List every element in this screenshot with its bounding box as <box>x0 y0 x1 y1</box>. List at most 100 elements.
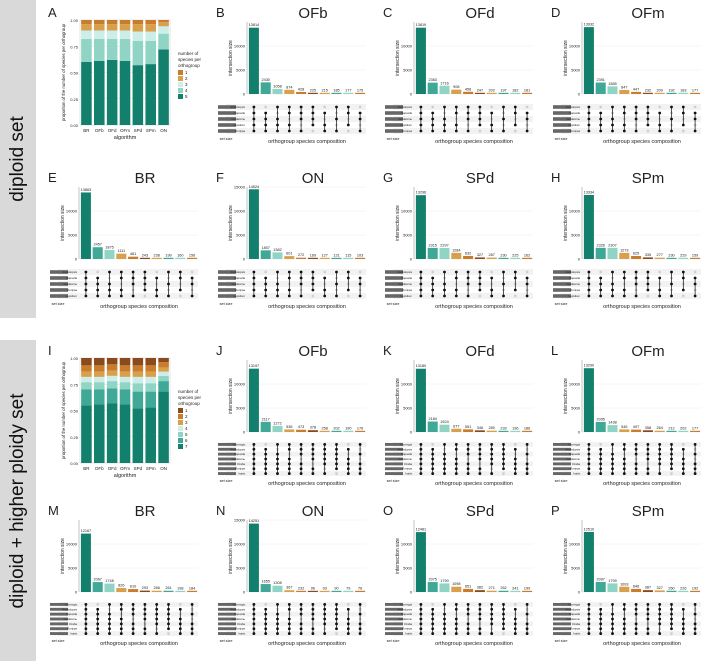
bar-value-label: 176 <box>357 426 363 430</box>
intersection-bar <box>307 92 318 94</box>
set-size-bar <box>553 288 571 292</box>
set-name-label: Cardamine <box>398 117 412 121</box>
set-size-label: set size <box>387 479 400 483</box>
set-size-bar <box>218 294 236 298</box>
bar-value-label: 230 <box>500 253 506 257</box>
set-size-bar <box>553 270 571 274</box>
intersection-bar <box>284 256 295 259</box>
matrix-dot <box>178 607 182 611</box>
panel-letter: B <box>216 5 225 20</box>
set-name-label: Rorippa <box>570 467 580 471</box>
stacked-bar-segment <box>119 389 131 405</box>
bar-value-label: 169 <box>310 253 316 257</box>
intersection-bar <box>642 92 653 94</box>
y-tick-label: 5000 <box>68 566 78 571</box>
x-axis-label: orthogroup species composition <box>268 641 346 647</box>
panel-letter: E <box>48 170 57 185</box>
set-name-label: Capsella <box>569 612 580 616</box>
intersection-bar <box>296 429 307 432</box>
bar-value-label: 2307 <box>608 243 616 247</box>
matrix-dot <box>431 105 435 109</box>
bar-value-label: 1748 <box>105 579 113 583</box>
stacked-bar-segment <box>81 38 92 62</box>
set-size-bar <box>218 607 236 611</box>
x-tick-label: BR <box>83 128 90 133</box>
y-tick-label: 5000 <box>236 233 246 238</box>
matrix-dot <box>670 472 673 475</box>
legend-title: number of <box>178 389 199 394</box>
bar-value-label: 2097 <box>596 577 604 581</box>
bar-value-label: 14251 <box>249 519 260 523</box>
bar-value-label: 2315 <box>428 243 436 247</box>
legend-label: 7 <box>185 444 188 449</box>
set-size-bar <box>385 276 403 280</box>
intersection-bar <box>463 91 474 94</box>
stacked-bar-segment <box>81 365 92 372</box>
set-name-label: Cardamine <box>231 282 245 286</box>
stacked-bar-segment <box>145 383 156 392</box>
stacked-bar-segment <box>145 24 156 32</box>
matrix-dot <box>264 105 268 109</box>
panel-title: OFb <box>298 5 327 22</box>
y-tick-label: 5000 <box>571 233 581 238</box>
stacked-bar-segment <box>145 41 156 65</box>
bar-value-label: 2363 <box>428 78 436 82</box>
set-size-bar <box>218 117 236 121</box>
set-size-bar <box>218 276 236 280</box>
intersection-bar <box>642 257 653 259</box>
set-name-label: Rorippa <box>67 288 77 292</box>
intersection-bar <box>331 257 342 259</box>
matrix-row-band <box>226 461 366 467</box>
y-tick-label: 0 <box>578 92 581 97</box>
set-name-label: Capsella <box>401 276 412 280</box>
stacked-bar-segment <box>94 371 105 377</box>
intersection-bar <box>307 257 318 259</box>
matrix-row-band <box>561 281 701 287</box>
intersection-bar <box>319 92 330 94</box>
set-size-bar <box>553 607 571 611</box>
bar-value-label: 1875 <box>105 246 113 250</box>
set-name-label: Isatis <box>405 632 412 636</box>
y-tick-label: 0 <box>410 590 413 595</box>
stacked-bar-segment <box>106 20 118 25</box>
y-tick-label: 0.25 <box>70 435 79 440</box>
set-size-bar <box>218 270 236 274</box>
stacked-bar-segment <box>94 20 105 25</box>
legend-swatch <box>178 432 183 437</box>
stacked-bar-segment <box>158 33 169 50</box>
set-size-bar <box>50 622 68 626</box>
matrix-row-band <box>58 269 198 275</box>
legend-swatch <box>178 76 183 81</box>
set-name-label: Lepidium <box>234 294 246 298</box>
bar-value-label: 473 <box>298 425 304 429</box>
intersection-bar <box>139 590 150 592</box>
set-size-bar <box>218 447 236 451</box>
bar-value-label: 13296 <box>416 191 427 195</box>
matrix-dot <box>335 632 338 635</box>
matrix-dot <box>513 603 517 606</box>
matrix-row-band <box>226 104 366 110</box>
stacked-bar-segment <box>81 382 92 390</box>
row-label-diploid: diploid set <box>0 0 36 318</box>
matrix-row-band <box>561 104 701 110</box>
intersection-bar <box>187 257 198 259</box>
intersection-bar <box>666 430 677 432</box>
set-name-label: Capsella <box>234 452 245 456</box>
intersection-bar <box>498 92 509 94</box>
matrix-dot <box>143 294 147 298</box>
y-axis-label: intersection size <box>563 40 569 76</box>
stacked-bar-segment <box>106 30 118 39</box>
stacked-bar-segment <box>81 405 92 463</box>
intersection-bar <box>451 428 462 432</box>
bar-value-label: 247 <box>477 88 483 92</box>
matrix-dot <box>323 105 327 109</box>
stacked-bar-segment <box>132 358 144 366</box>
set-size-bar <box>50 607 68 611</box>
bar-value-label: 13814 <box>249 23 260 27</box>
y-tick-label: 0.25 <box>70 97 79 102</box>
intersection-bar <box>642 430 653 432</box>
set-size-bar <box>385 117 403 121</box>
panel-letter: D <box>551 5 560 20</box>
set-size-bar <box>553 462 571 466</box>
y-tick-label: 0.00 <box>70 123 79 128</box>
